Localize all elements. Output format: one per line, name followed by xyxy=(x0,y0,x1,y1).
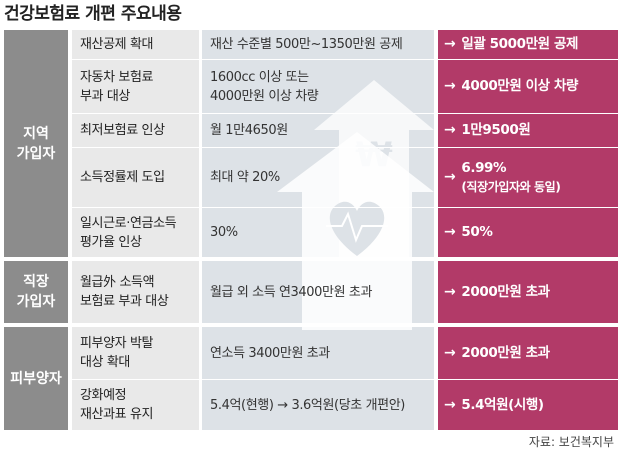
row-new: → 2000만원 초과 xyxy=(444,327,616,379)
source-note: 자료: 보건복지부 xyxy=(528,435,614,449)
page-title: 건강보험료 개편 주요내용 xyxy=(4,4,182,24)
arrow-icon: → xyxy=(444,169,456,185)
group-regional-subscriber: 지역 가입자 xyxy=(4,30,68,257)
row-new: → 4000만원 이상 차량 xyxy=(444,60,616,113)
row-new-value: 일괄 5000만원 공제 xyxy=(461,36,579,52)
row-item: 재산공제 확대 xyxy=(80,37,154,52)
arrow-icon: → xyxy=(444,283,456,300)
row-item: 최저보험료 인상 xyxy=(80,123,165,138)
row-item: 피부양자 박탈 대상 확대 xyxy=(80,336,154,370)
arrow-icon: → xyxy=(444,78,456,94)
row-new-value: 50% xyxy=(461,224,493,240)
arrow-icon: → xyxy=(444,122,456,138)
row-new-value: 2000만원 초과 xyxy=(461,344,550,361)
row-new-note: (직장가입자와 동일) xyxy=(461,179,561,194)
row-current: 재산 수준별 500만~1350만원 공제 xyxy=(210,37,403,52)
arrow-icon: → xyxy=(444,344,456,361)
row-divider xyxy=(72,379,618,380)
row-current: 30% xyxy=(210,225,238,240)
arrow-icon: → xyxy=(444,36,456,52)
row-new-value: 1만9500원 xyxy=(461,122,531,138)
row-new: → 일괄 5000만원 공제 xyxy=(444,30,616,59)
item-column-background xyxy=(72,30,199,430)
group-divider xyxy=(0,323,620,327)
row-current: 월급 외 소득 연3400만원 초과 xyxy=(210,284,373,300)
row-new: → 6.99% (직장가입자와 동일) xyxy=(444,148,616,207)
new-column-background xyxy=(438,30,618,430)
row-new-value: 5.4억원(시행) xyxy=(461,396,544,413)
group-employee-subscriber: 직장 가입자 xyxy=(4,261,68,323)
row-new-value: 6.99% xyxy=(461,159,507,176)
row-new: → 2000만원 초과 xyxy=(444,261,616,323)
row-item: 월급外 소득액 보험료 부과 대상 xyxy=(80,275,169,309)
arrow-icon: → xyxy=(444,224,456,240)
row-current: 연소득 3400만원 초과 xyxy=(210,345,330,361)
row-item: 자동차 보험료 부과 대상 xyxy=(80,69,154,104)
row-item: 강화예정 재산과표 유지 xyxy=(80,388,154,422)
row-divider xyxy=(72,207,618,208)
row-current: 1600cc 이상 또는 4000만원 이상 차량 xyxy=(210,69,319,104)
group-divider xyxy=(0,257,620,261)
row-current: 5.4억(현행) → 3.6억원(당초 개편안) xyxy=(210,397,405,413)
row-new-value: 2000만원 초과 xyxy=(461,283,550,300)
row-item: 일시근로·연금소득 평가율 인상 xyxy=(80,215,177,250)
group-dependent: 피부양자 xyxy=(4,327,68,430)
arrow-icon: → xyxy=(444,396,456,413)
row-current: 월 1만4650원 xyxy=(210,123,288,138)
row-new: → 1만9500원 xyxy=(444,114,616,147)
row-divider xyxy=(72,59,618,60)
row-new: → 50% xyxy=(444,208,616,257)
row-item: 소득정률제 도입 xyxy=(80,170,165,185)
row-new: → 5.4억원(시행) xyxy=(444,380,616,430)
row-current: 최대 약 20% xyxy=(210,170,280,185)
row-new-value: 4000만원 이상 차량 xyxy=(461,78,579,94)
row-divider xyxy=(72,147,618,148)
row-divider xyxy=(72,113,618,114)
